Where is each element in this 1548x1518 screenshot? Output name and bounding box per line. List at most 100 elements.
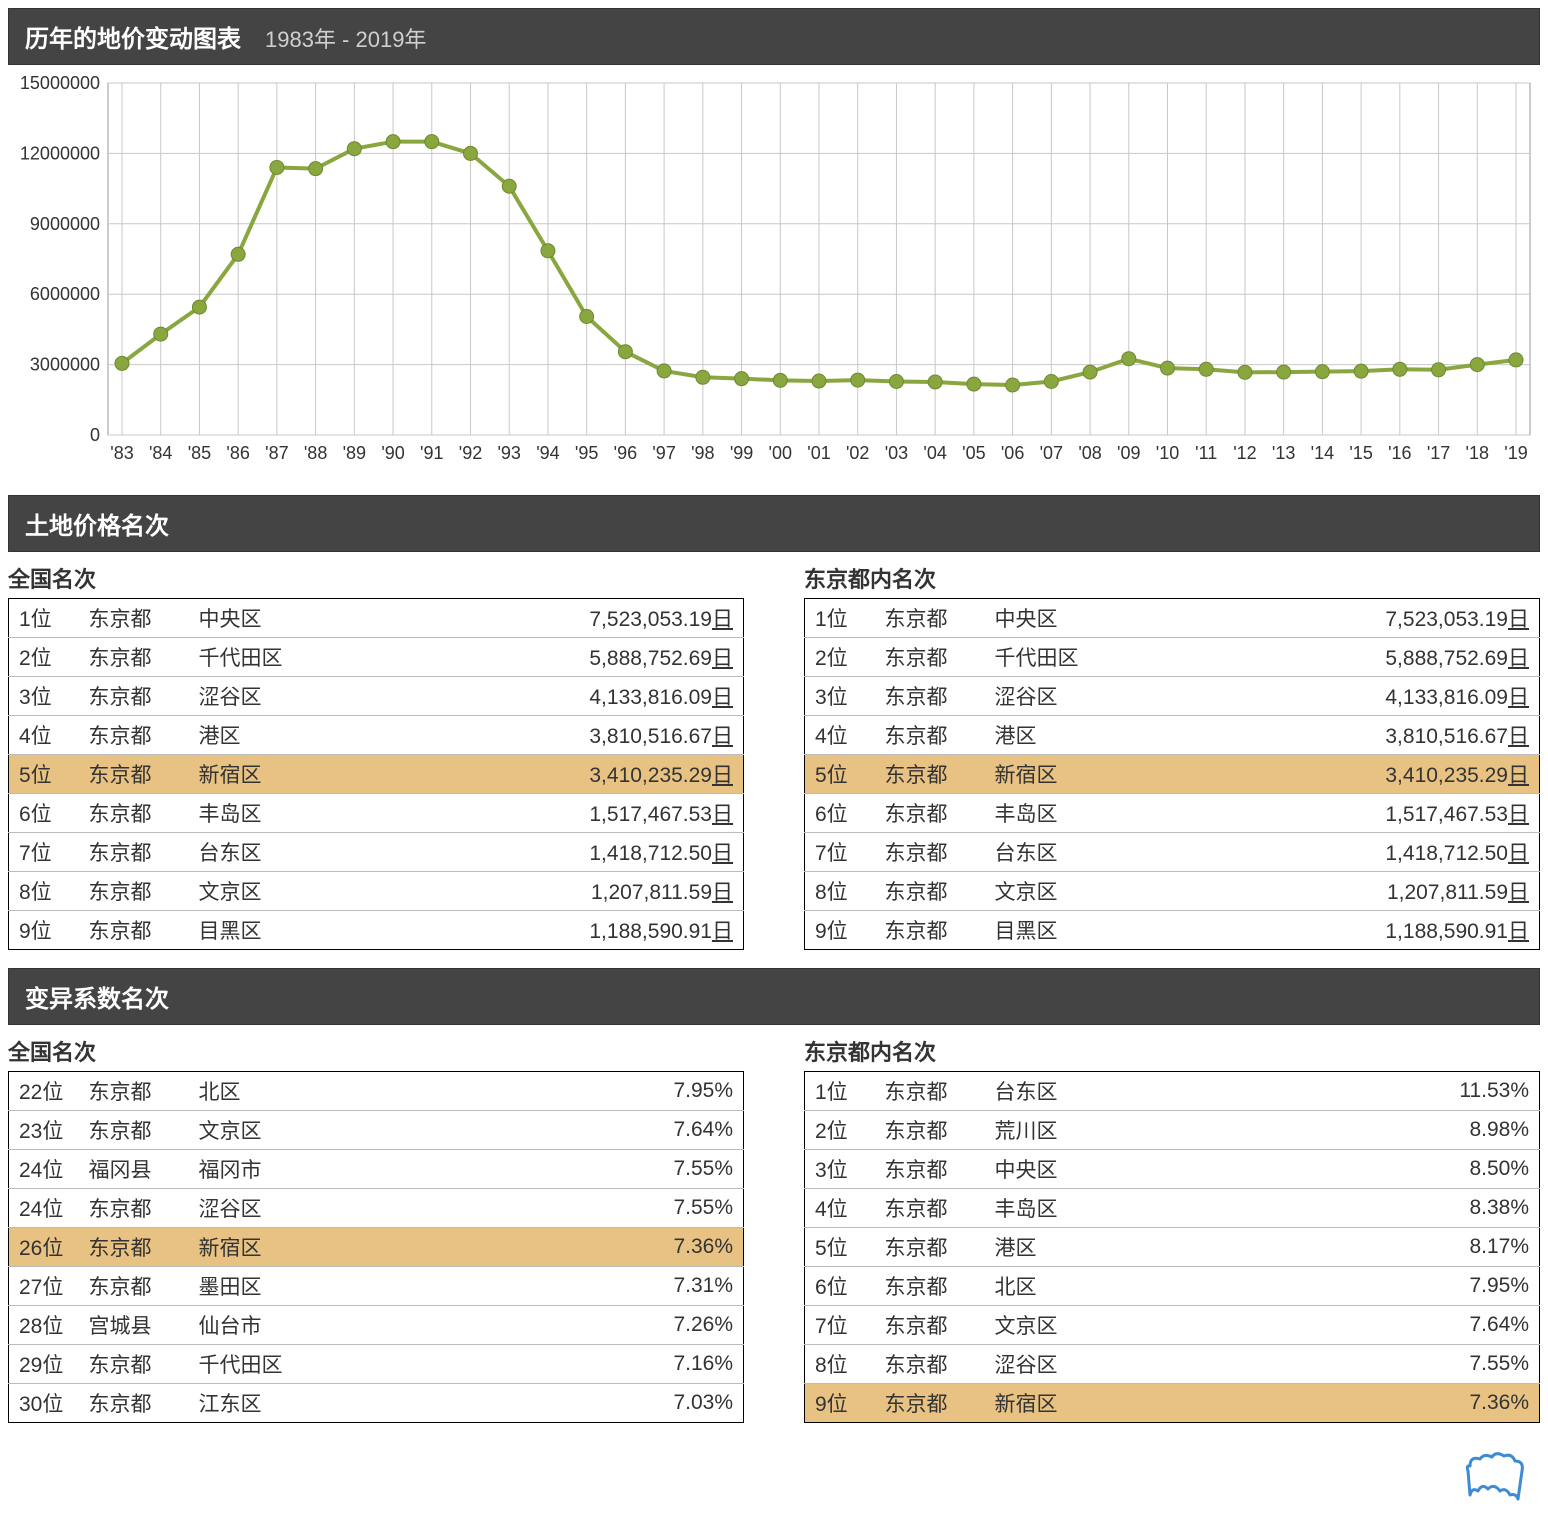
rank-ward: 涩谷区	[985, 1345, 1125, 1384]
cv-ranking-tokyo: 东京都内名次 1位 东京都 台东区 11.53% 2位 东京都 荒川区 8.98…	[804, 1031, 1540, 1423]
cv-national-table: 22位 东京都 北区 7.95% 23位 东京都 文京区 7.64% 24位 福…	[8, 1071, 744, 1423]
table-row: 2位 东京都 荒川区 8.98%	[805, 1111, 1540, 1150]
table-row: 1位 东京都 中央区 7,523,053.19日	[805, 599, 1540, 638]
x-tick-label: '17	[1427, 443, 1450, 463]
rank-position: 7位	[805, 833, 875, 872]
table-row: 6位 东京都 丰岛区 1,517,467.53日	[9, 794, 744, 833]
rank-position: 27位	[9, 1267, 79, 1306]
x-tick-label: '94	[536, 443, 559, 463]
chart-marker	[812, 374, 826, 388]
rank-prefecture: 东京都	[79, 1228, 189, 1267]
rank-position: 8位	[805, 1345, 875, 1384]
x-tick-label: '03	[885, 443, 908, 463]
rank-position: 6位	[805, 1267, 875, 1306]
x-tick-label: '92	[459, 443, 482, 463]
chart-marker	[967, 377, 981, 391]
rank-value: 5,888,752.69日	[1125, 638, 1540, 677]
rank-ward: 仙台市	[189, 1306, 329, 1345]
rank-value: 7.26%	[329, 1306, 744, 1345]
rank-position: 24位	[9, 1150, 79, 1189]
rank-value: 4,133,816.09日	[329, 677, 744, 716]
rank-ward: 中央区	[985, 599, 1125, 638]
rank-ward: 目黑区	[985, 911, 1125, 950]
rank-value: 7.36%	[329, 1228, 744, 1267]
table-row: 3位 东京都 涩谷区 4,133,816.09日	[9, 677, 744, 716]
table-row: 8位 东京都 文京区 1,207,811.59日	[805, 872, 1540, 911]
y-tick-label: 15000000	[20, 73, 100, 93]
rank-prefecture: 东京都	[875, 755, 985, 794]
rank-value: 3,810,516.67日	[1125, 716, 1540, 755]
unit-suffix: 日	[1508, 608, 1529, 631]
chart-marker	[1006, 378, 1020, 392]
rank-value: 11.53%	[1125, 1072, 1540, 1111]
rank-prefecture: 东京都	[875, 1111, 985, 1150]
rank-position: 8位	[805, 872, 875, 911]
rank-value: 8.17%	[1125, 1228, 1540, 1267]
price-tokyo-table: 1位 东京都 中央区 7,523,053.19日 2位 东京都 千代田区 5,8…	[804, 598, 1540, 950]
rank-value: 7.03%	[329, 1384, 744, 1423]
chart-marker	[192, 300, 206, 314]
chart-marker	[541, 244, 555, 258]
chart-marker	[1044, 374, 1058, 388]
chart-marker	[231, 247, 245, 261]
rank-prefecture: 东京都	[875, 1267, 985, 1306]
rank-ward: 目黑区	[189, 911, 329, 950]
price-ranking-national: 全国名次 1位 东京都 中央区 7,523,053.19日 2位 东京都 千代田…	[8, 558, 744, 950]
x-tick-label: '85	[188, 443, 211, 463]
rank-ward: 千代田区	[985, 638, 1125, 677]
chart-marker	[735, 372, 749, 386]
logo-icon	[1460, 1451, 1530, 1506]
chart-marker	[1199, 362, 1213, 376]
chart-marker	[773, 373, 787, 387]
x-tick-label: '00	[769, 443, 792, 463]
rank-value: 7.36%	[1125, 1384, 1540, 1423]
rank-position: 1位	[9, 599, 79, 638]
rank-prefecture: 东京都	[875, 872, 985, 911]
rank-ward: 台东区	[189, 833, 329, 872]
rank-position: 9位	[805, 911, 875, 950]
unit-suffix: 日	[1508, 725, 1529, 748]
rank-prefecture: 东京都	[875, 677, 985, 716]
rank-position: 22位	[9, 1072, 79, 1111]
cv-ranking-national: 全国名次 22位 东京都 北区 7.95% 23位 东京都 文京区 7.64% …	[8, 1031, 744, 1423]
cv-tokyo-table: 1位 东京都 台东区 11.53% 2位 东京都 荒川区 8.98% 3位 东京…	[804, 1071, 1540, 1423]
rank-position: 30位	[9, 1384, 79, 1423]
unit-suffix: 日	[1508, 803, 1529, 826]
x-tick-label: '87	[265, 443, 288, 463]
rank-prefecture: 东京都	[79, 911, 189, 950]
y-tick-label: 0	[90, 425, 100, 445]
chart-marker	[928, 375, 942, 389]
price-ranking-title: 土地价格名次	[25, 506, 169, 541]
x-tick-label: '14	[1311, 443, 1334, 463]
rank-prefecture: 东京都	[79, 1267, 189, 1306]
rank-value: 5,888,752.69日	[329, 638, 744, 677]
x-tick-label: '91	[420, 443, 443, 463]
rank-ward: 墨田区	[189, 1267, 329, 1306]
rank-prefecture: 东京都	[79, 638, 189, 677]
x-tick-label: '13	[1272, 443, 1295, 463]
rank-ward: 中央区	[985, 1150, 1125, 1189]
rank-value: 3,410,235.29日	[329, 755, 744, 794]
chart-marker	[154, 327, 168, 341]
rank-ward: 文京区	[985, 872, 1125, 911]
x-tick-label: '16	[1388, 443, 1411, 463]
table-row: 1位 东京都 中央区 7,523,053.19日	[9, 599, 744, 638]
chart-marker	[1315, 365, 1329, 379]
rank-value: 7.16%	[329, 1345, 744, 1384]
rank-prefecture: 东京都	[79, 1384, 189, 1423]
x-tick-label: '09	[1117, 443, 1140, 463]
rank-ward: 台东区	[985, 1072, 1125, 1111]
unit-suffix: 日	[1508, 764, 1529, 787]
rank-value: 7.55%	[329, 1150, 744, 1189]
rank-prefecture: 东京都	[875, 599, 985, 638]
chart-marker	[1432, 363, 1446, 377]
rank-position: 3位	[9, 677, 79, 716]
cv-ranking-section: 变异系数名次 全国名次 22位 东京都 北区 7.95% 23位 东京都 文京区…	[8, 968, 1540, 1423]
unit-suffix: 日	[712, 647, 733, 670]
cv-national-heading: 全国名次	[8, 1035, 744, 1067]
rank-ward: 福冈市	[189, 1150, 329, 1189]
rank-value: 7,523,053.19日	[1125, 599, 1540, 638]
table-row: 8位 东京都 涩谷区 7.55%	[805, 1345, 1540, 1384]
x-tick-label: '08	[1078, 443, 1101, 463]
rank-value: 7.64%	[329, 1111, 744, 1150]
